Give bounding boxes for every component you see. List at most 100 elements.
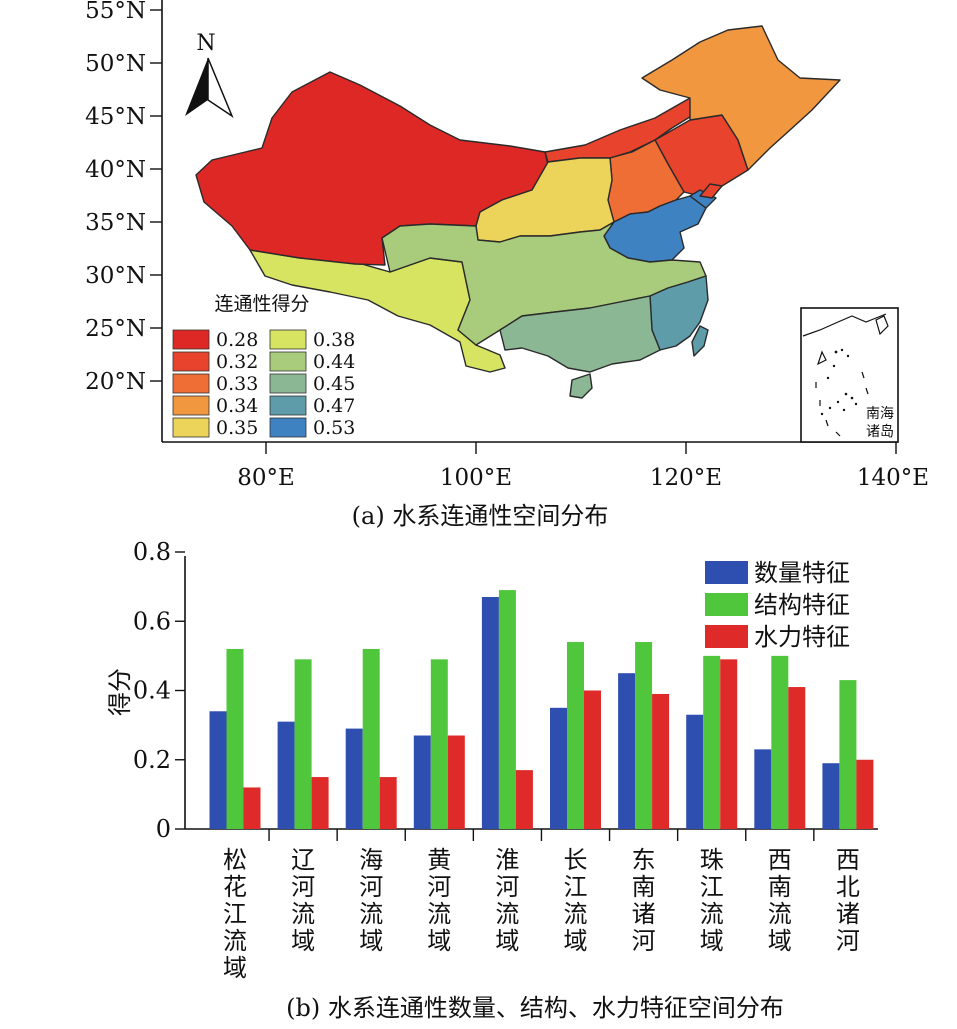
- bar-y-ticks: 0 0.2 0.4 0.6 0.8: [133, 538, 185, 843]
- category-label-char: 松: [223, 846, 247, 874]
- category-label-char: 流: [768, 900, 792, 928]
- region-yangtze: [381, 221, 707, 346]
- category-label-char: 流: [223, 927, 247, 955]
- category-label-char: 江: [700, 873, 724, 901]
- bar: [618, 673, 636, 829]
- legend-title: 连通性得分: [214, 293, 309, 315]
- region-songhua: [641, 25, 841, 171]
- bar: [294, 659, 312, 829]
- legend-swatch: [172, 417, 210, 438]
- bar-y-tick-label: 0.6: [133, 607, 171, 635]
- inset-nine-dash-line: [815, 371, 869, 437]
- lon-tick-label: 140°E: [857, 465, 929, 491]
- legend-swatch: [269, 373, 307, 394]
- north-arrow: N: [185, 31, 234, 118]
- lon-tick-label: 80°E: [237, 465, 295, 491]
- island-dot: [844, 392, 848, 396]
- bar: [277, 721, 295, 829]
- dash: [861, 371, 865, 379]
- north-arrow-dark-half: [185, 58, 208, 116]
- bar-y-tick-label: 0: [156, 815, 171, 843]
- dash: [835, 431, 841, 437]
- bar-x-ticks: [268, 829, 815, 841]
- bar-y-tick-label: 0.2: [133, 746, 171, 774]
- lon-ticks: 80°E 100°E 120°E 140°E: [237, 442, 929, 491]
- legend-swatch: [269, 395, 307, 416]
- island-dot: [842, 408, 846, 412]
- legend-label: 0.28: [216, 329, 258, 351]
- legend-swatch: [705, 625, 748, 648]
- bar: [652, 693, 670, 829]
- bar-y-axis-label: 得分: [106, 668, 134, 716]
- legend-swatch: [172, 329, 210, 350]
- legend-label: 0.35: [216, 417, 258, 439]
- category-label-char: 域: [291, 927, 315, 955]
- bar: [720, 659, 738, 829]
- category-label-char: 河: [359, 873, 383, 901]
- legend-label: 0.44: [313, 351, 355, 373]
- bar-category-labels: 松花江流域辽河流域海河流域黄河流域淮河流域长江流域东南诸河珠江流域西南流域西北诸…: [223, 846, 860, 982]
- bar: [822, 763, 840, 829]
- bar-y-tick-label: 0.4: [133, 677, 171, 705]
- lat-tick-label: 55°N: [85, 0, 146, 24]
- bar: [430, 659, 448, 829]
- legend-swatch: [705, 593, 748, 616]
- legend-label: 0.53: [313, 417, 355, 439]
- map-panel: 55°N 50°N 45°N 40°N 35°N 30°N 25°N 20°N …: [85, 0, 929, 530]
- lon-tick-label: 100°E: [440, 465, 512, 491]
- bar-panel: 00.20.40.60.8 松花江流域辽河流域海河流域黄河流域淮河流域长江流域东…: [106, 538, 878, 1022]
- legend-label: 0.34: [216, 395, 258, 417]
- lat-tick-label: 45°N: [85, 104, 146, 130]
- category-label-char: 流: [495, 900, 519, 928]
- category-label-char: 域: [564, 927, 588, 955]
- category-label-char: 诸: [836, 900, 860, 928]
- legend-label: 0.47: [313, 395, 355, 417]
- category-label-char: 域: [495, 927, 519, 955]
- category-label-char: 西: [768, 846, 792, 874]
- category-label-char: 东: [632, 846, 656, 874]
- category-label-char: 流: [700, 900, 724, 928]
- bar: [447, 735, 465, 829]
- map-legend: 连通性得分 0.28 0.32 0.33 0.34 0.35 0.38 0.44…: [172, 293, 355, 439]
- island-dot: [836, 400, 840, 404]
- region-pearl: [499, 295, 661, 373]
- category-label-char: 河: [427, 873, 451, 901]
- bar: [635, 642, 653, 829]
- category-label-char: 长: [564, 846, 588, 874]
- region-taiwan: [691, 325, 709, 357]
- bar: [498, 590, 516, 829]
- legend-swatch: [172, 395, 210, 416]
- bar: [226, 648, 244, 829]
- category-label-char: 域: [700, 927, 724, 955]
- bar: [243, 787, 261, 829]
- category-label-char: 北: [836, 873, 860, 901]
- bar: [345, 728, 363, 829]
- island-dot: [846, 354, 850, 358]
- category-label-char: 西: [836, 846, 860, 874]
- category-label-char: 流: [427, 900, 451, 928]
- bar: [567, 642, 584, 829]
- island-dot: [832, 364, 836, 368]
- bar: [379, 777, 397, 829]
- category-label-char: 流: [564, 900, 588, 928]
- map-caption: (a) 水系连通性空间分布: [352, 502, 609, 530]
- lat-tick-label: 40°N: [85, 157, 146, 183]
- lat-tick-label: 20°N: [85, 369, 146, 395]
- category-label-char: 流: [359, 900, 383, 928]
- lat-ticks: 55°N 50°N 45°N 40°N 35°N 30°N 25°N 20°N: [85, 0, 162, 395]
- inset-hainan: [816, 350, 827, 366]
- south-china-sea-inset: 南海 诸岛: [800, 307, 899, 443]
- inset-label-line1: 南海: [866, 406, 894, 422]
- island-dot: [826, 376, 830, 380]
- lat-tick-label: 50°N: [85, 51, 146, 77]
- bar: [209, 711, 227, 829]
- bar: [584, 690, 601, 829]
- inset-coastline: [802, 313, 887, 337]
- category-label-char: 域: [768, 927, 792, 955]
- lon-tick-label: 120°E: [650, 465, 722, 491]
- bar: [856, 759, 874, 829]
- bar-caption: (b) 水系连通性数量、结构、水力特征空间分布: [286, 994, 784, 1022]
- island-dot: [820, 412, 824, 416]
- island-dot: [850, 396, 854, 400]
- dash: [865, 387, 869, 395]
